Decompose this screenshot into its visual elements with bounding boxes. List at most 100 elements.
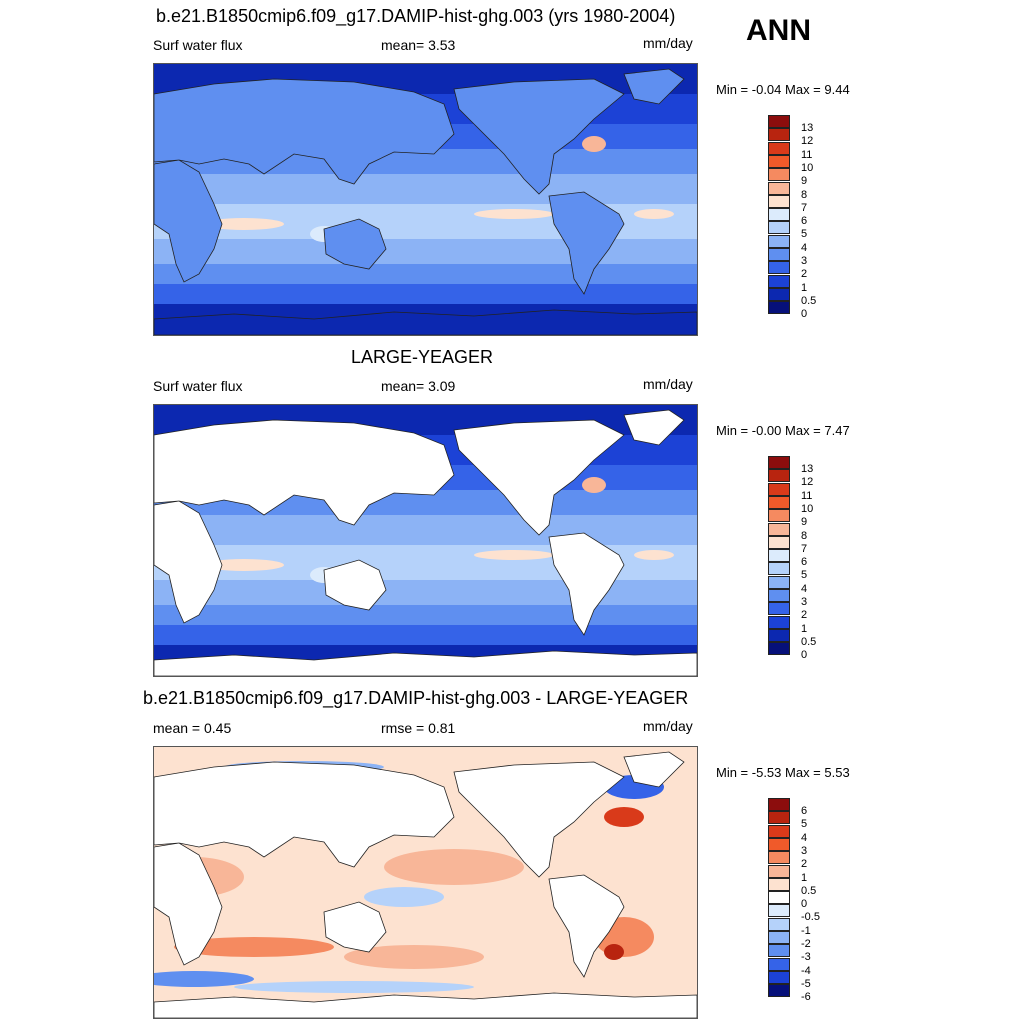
panel-2-minmax: Min = -0.00 Max = 7.47	[716, 423, 850, 438]
panel-3-colorbar: 6 5 4 3 2 1 0.5 0 -0.5 -1 -2 -3 -4 -5 -6	[768, 798, 820, 1012]
colorbar-label: 11	[801, 489, 813, 502]
north-america-landmass	[453, 419, 625, 536]
colorbar-label: 3	[801, 844, 808, 857]
greenland-landmass	[623, 68, 685, 105]
colorbar-swatch	[768, 154, 790, 168]
panel-1-colorbar: 13 12 11 10 9 8 7 6 5 4 3 2 1 0.5 0	[768, 115, 816, 329]
colorbar-label: 8	[801, 188, 808, 201]
colorbar-label: 4	[801, 582, 808, 595]
africa-landmass	[154, 500, 223, 624]
colorbar-label: 13	[801, 122, 814, 134]
africa-landmass	[154, 159, 223, 283]
australia-landmass	[323, 901, 387, 953]
colorbar-label: 0	[801, 308, 808, 321]
colorbar-label: 0.5	[801, 884, 817, 897]
colorbar-swatch	[768, 234, 790, 248]
colorbar-label: 12	[801, 135, 814, 148]
field-anomaly	[294, 862, 414, 892]
colorbar-swatch	[768, 877, 790, 891]
colorbar-swatch	[768, 837, 790, 851]
colorbar-swatch	[768, 456, 790, 469]
colorbar-swatch	[768, 904, 790, 918]
panel-3-units-label: mm/day	[643, 718, 693, 734]
colorbar-label: 6	[801, 556, 808, 569]
colorbar-swatch	[768, 628, 790, 642]
greenland-landmass	[623, 751, 685, 788]
colorbar-label: 5	[801, 818, 808, 831]
antarctica-landmass	[154, 650, 697, 676]
colorbar-swatch	[768, 811, 790, 825]
colorbar-swatch	[768, 482, 790, 496]
colorbar-label: -3	[801, 951, 811, 964]
colorbar-swatch	[768, 208, 790, 222]
colorbar-label: 2	[801, 268, 808, 281]
field-maximum	[474, 209, 554, 219]
field-maximum	[582, 477, 606, 493]
panel-3-rmse-label: rmse = 0.81	[381, 720, 456, 736]
panel-2-colorbar: 13 12 11 10 9 8 7 6 5 4 3 2 1 0.5 0	[768, 456, 816, 670]
latitude-band	[154, 239, 697, 264]
colorbar-swatch	[768, 562, 790, 576]
colorbar-label: 4	[801, 241, 808, 254]
colorbar-swatch	[768, 549, 790, 563]
field-anomaly	[154, 971, 254, 987]
colorbar-swatch	[768, 642, 790, 656]
colorbar-swatch	[768, 495, 790, 509]
colorbar-label: 6	[801, 215, 808, 228]
colorbar-swatch	[768, 798, 790, 811]
colorbar-label: 10	[801, 502, 814, 515]
panel-1-map-svg	[154, 64, 697, 335]
eurasia-landmass	[154, 761, 455, 868]
latitude-band	[154, 580, 697, 605]
field-maximum	[474, 550, 554, 560]
colorbar-label: -2	[801, 938, 811, 950]
panel-3-minmax: Min = -5.53 Max = 5.53	[716, 765, 850, 780]
panel-2-units-label: mm/day	[643, 376, 693, 392]
colorbar-label: 1	[801, 871, 808, 884]
latitude-band	[154, 284, 697, 304]
panel-2-map-svg	[154, 405, 697, 676]
south-america-landmass	[548, 532, 625, 636]
field-maximum	[582, 136, 606, 152]
latitude-band	[154, 515, 697, 545]
latitude-band	[154, 174, 697, 204]
greenland-landmass	[623, 409, 685, 446]
field-anomaly	[344, 945, 484, 969]
eurasia-landmass	[154, 78, 455, 185]
north-america-landmass	[453, 761, 625, 878]
field-anomaly	[604, 807, 644, 827]
colorbar-swatch	[768, 141, 790, 155]
colorbar-swatch	[768, 944, 790, 958]
africa-landmass	[154, 842, 223, 966]
colorbar-swatch	[768, 261, 790, 275]
colorbar-label: 0	[801, 898, 808, 911]
colorbar-label: 3	[801, 596, 808, 608]
colorbar-label: 10	[801, 161, 814, 174]
australia-landmass	[323, 218, 387, 270]
colorbar-label: 0.5	[801, 635, 817, 648]
field-anomaly	[364, 887, 444, 907]
panel-3-map-svg	[154, 747, 697, 1018]
field-maximum	[204, 218, 284, 230]
panel-1-mean-label: mean= 3.53	[381, 37, 456, 53]
colorbar-label: 13	[801, 463, 814, 475]
colorbar-label: 3	[801, 255, 808, 267]
latitude-band	[154, 605, 697, 625]
antarctica-landmass	[154, 309, 697, 335]
australia-landmass	[323, 559, 387, 611]
colorbar-label: 7	[801, 201, 808, 214]
eurasia-landmass	[154, 419, 455, 526]
colorbar-swatch	[768, 970, 790, 984]
colorbar-label: -6	[801, 991, 811, 1004]
colorbar-label: 1	[801, 281, 808, 294]
colorbar-swatch	[768, 864, 790, 878]
field-maximum	[204, 559, 284, 571]
colorbar-label: 7	[801, 542, 808, 555]
colorbar-swatch	[768, 509, 790, 523]
colorbar-label: -4	[801, 964, 811, 977]
colorbar-label: 2	[801, 858, 808, 871]
field-anomaly	[604, 944, 624, 960]
colorbar-swatch	[768, 469, 790, 483]
field-anomaly	[384, 849, 524, 885]
colorbar-label: -5	[801, 977, 811, 990]
